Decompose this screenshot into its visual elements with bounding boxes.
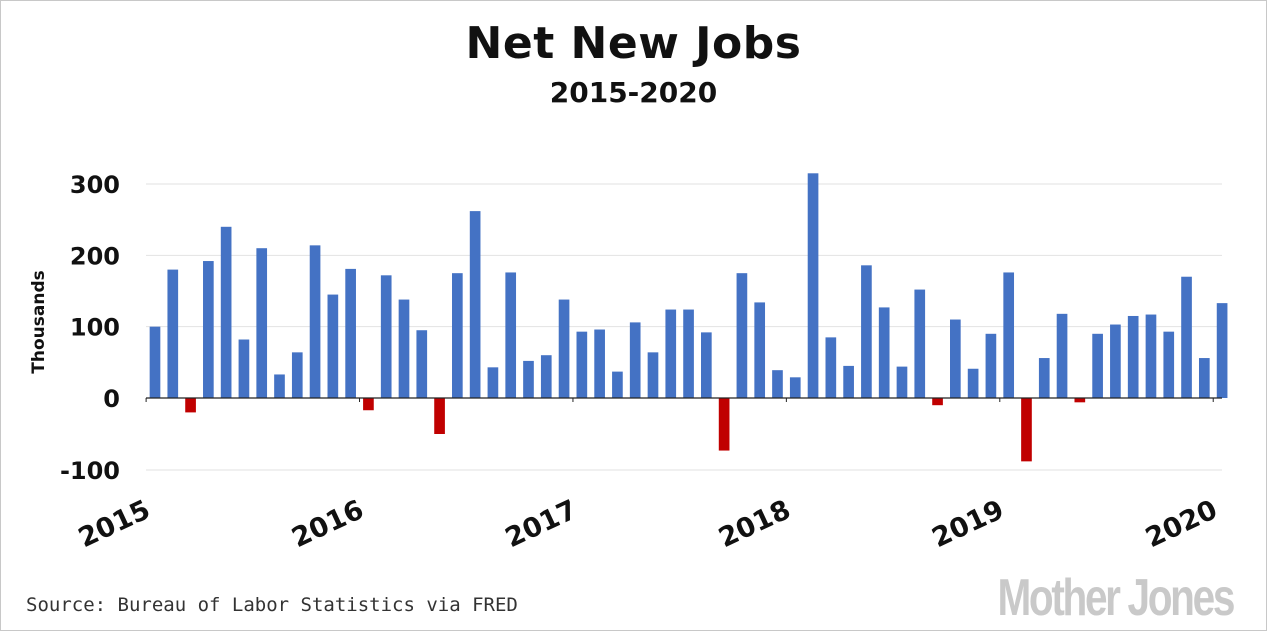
bar	[1198, 358, 1210, 398]
bar	[914, 289, 926, 398]
bar	[1145, 314, 1157, 398]
x-tick-label: 2020	[1141, 494, 1222, 554]
x-axis	[145, 397, 1222, 402]
bar	[185, 398, 196, 413]
bar	[718, 398, 730, 451]
chart-subtitle: 2015-2020	[549, 76, 718, 109]
y-tick-label: 100	[70, 314, 120, 342]
bar	[1092, 333, 1103, 398]
bar	[416, 330, 428, 398]
y-tick-labels: -100 0 100 200 300	[60, 171, 120, 485]
bar	[256, 248, 268, 398]
bar	[238, 339, 250, 398]
bar	[843, 365, 854, 398]
bar	[167, 269, 179, 398]
bar	[789, 377, 801, 398]
bars	[149, 173, 1228, 462]
bar	[220, 226, 232, 398]
bar	[612, 371, 623, 398]
bar	[452, 273, 463, 398]
bar	[825, 337, 837, 398]
bar	[967, 368, 979, 398]
bar	[878, 307, 890, 398]
x-tick-label: 2015	[74, 494, 155, 554]
bar	[505, 272, 517, 398]
bar	[683, 309, 694, 398]
bar	[629, 322, 641, 398]
bar	[345, 268, 356, 398]
bar	[203, 261, 214, 398]
bar	[1003, 272, 1015, 398]
x-tick-label: 2016	[287, 494, 368, 554]
bar	[1163, 331, 1175, 398]
bar	[736, 273, 748, 398]
brand-logo: Mother Jones	[997, 569, 1235, 627]
bar	[950, 319, 961, 398]
bar	[398, 299, 410, 398]
bar	[1056, 313, 1068, 398]
bar	[1127, 315, 1139, 398]
bar	[665, 309, 677, 398]
bar	[1021, 398, 1032, 462]
y-tick-label: 200	[70, 242, 120, 270]
x-tick-label: 2017	[501, 494, 582, 554]
bar	[772, 370, 783, 398]
bar	[540, 355, 552, 398]
bar	[576, 331, 588, 398]
y-tick-label: -100	[60, 457, 120, 485]
bar	[932, 398, 943, 406]
bar	[701, 332, 712, 398]
bar	[807, 173, 819, 398]
bar	[327, 294, 339, 398]
bar	[363, 398, 374, 411]
y-tick-label: 300	[70, 171, 120, 199]
bar	[309, 245, 321, 398]
bar	[469, 211, 481, 398]
bar	[1216, 303, 1228, 398]
y-tick-label: 0	[103, 385, 120, 413]
bar	[558, 299, 570, 398]
bar	[1074, 398, 1086, 403]
bar	[274, 374, 285, 398]
bar	[1110, 324, 1121, 398]
bar	[754, 302, 766, 398]
bar	[1038, 358, 1050, 398]
bar	[434, 398, 445, 434]
bar	[985, 333, 997, 398]
bar	[1181, 276, 1192, 398]
bar	[523, 360, 534, 398]
x-tick-label: 2019	[928, 494, 1009, 554]
source-note: Source: Bureau of Labor Statistics via F…	[26, 594, 518, 616]
bar	[291, 352, 303, 398]
bar	[896, 366, 908, 398]
x-tick-labels: 2015 2016 2017 2018 2019 2020	[74, 494, 1222, 554]
y-axis-label: Thousands	[29, 270, 49, 373]
bar	[647, 352, 659, 398]
bar	[594, 329, 605, 398]
bar	[380, 275, 392, 398]
bar	[861, 265, 872, 398]
x-tick-label: 2018	[714, 494, 795, 554]
bar	[487, 367, 499, 398]
bar	[149, 326, 161, 398]
chart-title: Net New Jobs	[465, 18, 802, 69]
